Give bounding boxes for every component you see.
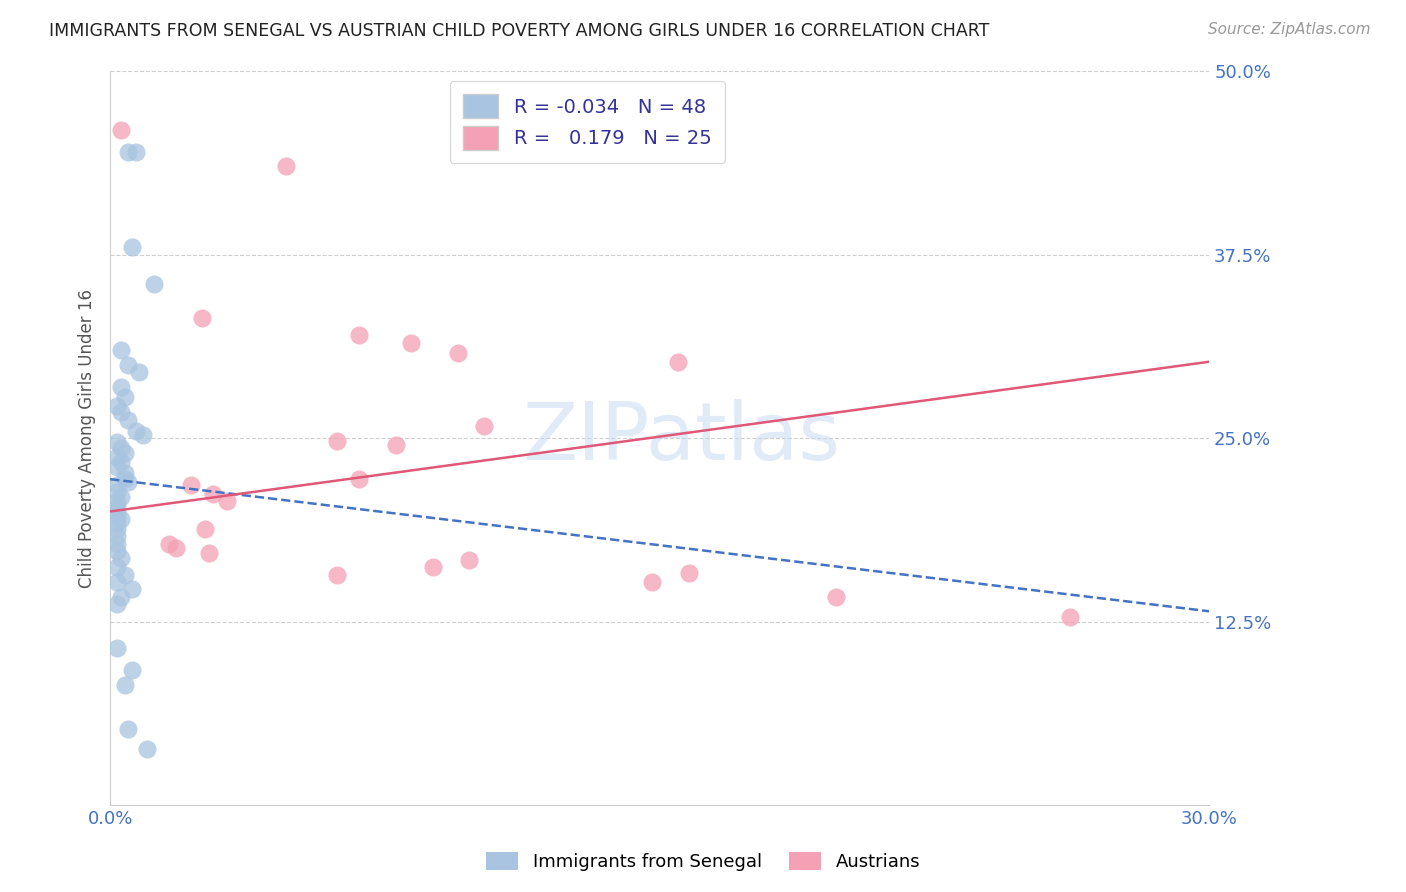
Point	[201, 487, 224, 501]
Point	[349, 472, 371, 486]
Point	[114, 472, 136, 486]
Point	[121, 240, 143, 254]
Point	[125, 145, 148, 159]
Point	[110, 551, 132, 566]
Point	[132, 428, 155, 442]
Point	[274, 160, 297, 174]
Point	[385, 438, 408, 452]
Point	[117, 413, 139, 427]
Y-axis label: Child Poverty Among Girls Under 16: Child Poverty Among Girls Under 16	[79, 289, 96, 588]
Point	[107, 450, 129, 465]
Text: Source: ZipAtlas.com: Source: ZipAtlas.com	[1208, 22, 1371, 37]
Point	[107, 640, 129, 655]
Point	[107, 560, 129, 574]
Point	[107, 522, 129, 536]
Point	[114, 467, 136, 481]
Point	[114, 446, 136, 460]
Text: ZIPatlas: ZIPatlas	[523, 399, 841, 477]
Point	[666, 355, 689, 369]
Point	[110, 343, 132, 357]
Point	[1059, 610, 1081, 624]
Point	[180, 478, 202, 492]
Point	[107, 460, 129, 475]
Point	[326, 567, 349, 582]
Point	[110, 490, 132, 504]
Point	[110, 512, 132, 526]
Point	[135, 742, 157, 756]
Point	[107, 508, 129, 523]
Point	[114, 567, 136, 582]
Point	[458, 553, 481, 567]
Point	[110, 590, 132, 604]
Legend: Immigrants from Senegal, Austrians: Immigrants from Senegal, Austrians	[478, 845, 928, 879]
Point	[110, 454, 132, 468]
Point	[107, 478, 129, 492]
Point	[326, 434, 349, 448]
Point	[121, 582, 143, 597]
Point	[107, 597, 129, 611]
Point	[121, 663, 143, 677]
Point	[117, 722, 139, 736]
Point	[117, 475, 139, 489]
Point	[107, 500, 129, 514]
Point	[107, 504, 129, 518]
Point	[447, 346, 470, 360]
Point	[422, 560, 444, 574]
Point	[678, 566, 700, 581]
Legend: R = -0.034   N = 48, R =   0.179   N = 25: R = -0.034 N = 48, R = 0.179 N = 25	[450, 81, 725, 163]
Point	[117, 145, 139, 159]
Point	[107, 537, 129, 551]
Point	[114, 678, 136, 692]
Point	[190, 310, 212, 325]
Point	[165, 541, 187, 556]
Point	[107, 544, 129, 558]
Point	[107, 494, 129, 508]
Point	[110, 404, 132, 418]
Point	[107, 485, 129, 500]
Point	[110, 380, 132, 394]
Point	[110, 122, 132, 136]
Point	[107, 399, 129, 413]
Point	[125, 424, 148, 438]
Point	[110, 442, 132, 456]
Point	[114, 390, 136, 404]
Point	[217, 494, 239, 508]
Point	[198, 545, 221, 559]
Point	[157, 537, 180, 551]
Point	[399, 335, 422, 350]
Point	[107, 435, 129, 450]
Point	[107, 516, 129, 531]
Point	[107, 574, 129, 589]
Point	[349, 328, 371, 343]
Point	[143, 277, 166, 291]
Point	[472, 419, 495, 434]
Text: IMMIGRANTS FROM SENEGAL VS AUSTRIAN CHILD POVERTY AMONG GIRLS UNDER 16 CORRELATI: IMMIGRANTS FROM SENEGAL VS AUSTRIAN CHIL…	[49, 22, 990, 40]
Point	[641, 574, 664, 589]
Point	[194, 522, 217, 536]
Point	[107, 529, 129, 543]
Point	[117, 358, 139, 372]
Point	[824, 590, 846, 604]
Point	[128, 365, 150, 379]
